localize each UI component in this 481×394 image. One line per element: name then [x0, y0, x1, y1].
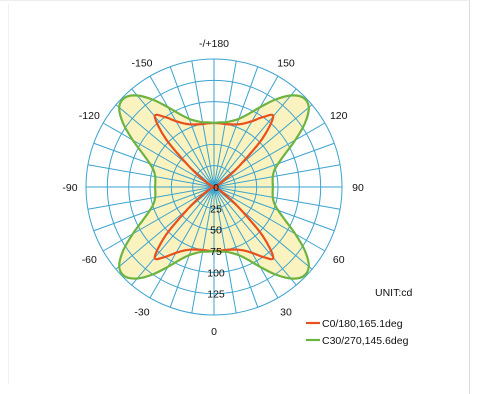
angle-label-9: 30 [280, 307, 292, 319]
grid-spoke-110 [213, 142, 335, 188]
grid-spoke-340 [169, 186, 215, 308]
grid-spoke-300 [102, 186, 215, 252]
grid-spoke-320 [131, 186, 215, 286]
unit-label: UNIT:cd [375, 287, 413, 299]
angle-label-8: -60 [82, 254, 97, 266]
radial-label-25: 25 [210, 203, 222, 215]
chart-frame [0, 0, 470, 394]
radial-label-75: 75 [210, 246, 222, 258]
grid-spoke-70 [213, 186, 335, 232]
grid-spoke-240 [102, 122, 215, 188]
legend-label-c0: C0/180,165.1deg [322, 318, 403, 330]
radial-label-50: 50 [210, 225, 222, 237]
grid-spoke-30 [213, 186, 279, 299]
angle-label-2: -150 [131, 57, 152, 69]
grid-spoke-280 [87, 186, 215, 210]
grid-spoke-230 [115, 104, 215, 188]
series-layer [118, 94, 310, 280]
grid-spoke-160 [213, 66, 259, 188]
grid-spoke-310 [115, 186, 215, 270]
grid-spoke-50 [213, 186, 313, 270]
grid-spoke-80 [213, 186, 341, 210]
radial-label-0: 0 [213, 182, 219, 194]
grid-spoke-40 [213, 186, 297, 286]
radial-label-100: 100 [207, 267, 225, 279]
grid-spoke-250 [93, 142, 215, 188]
grid-spoke-330 [149, 186, 215, 299]
grid-spoke-100 [213, 164, 341, 188]
grid-spoke-130 [213, 104, 313, 188]
angle-label-10: -30 [134, 307, 149, 319]
grid-spoke-260 [87, 164, 215, 188]
grid-spoke-220 [131, 88, 215, 188]
frame-divider [8, 4, 9, 384]
grid-spoke-60 [213, 186, 326, 252]
angle-label-3: 120 [330, 110, 348, 122]
grid-spoke-290 [93, 186, 215, 232]
legend-label-c30: C30/270,145.6deg [322, 335, 409, 347]
grid-spoke-20 [213, 186, 259, 308]
grid-spoke-150 [213, 75, 279, 188]
grid-spoke-200 [169, 66, 215, 188]
angle-label-1: 150 [277, 57, 295, 69]
grid-spoke-140 [213, 88, 297, 188]
angle-label-0: -/+180 [199, 38, 229, 50]
series-curve-1 [118, 94, 310, 280]
angle-label-4: -120 [79, 110, 100, 122]
angle-label-7: 60 [333, 254, 345, 266]
angle-label-11: 0 [211, 326, 217, 338]
grid-spoke-210 [149, 75, 215, 188]
angle-label-5: 90 [352, 182, 364, 194]
angle-label-6: -90 [62, 182, 77, 194]
radial-label-125: 125 [207, 289, 225, 301]
label-layer: -/+180 150 -150 120 -120 90 -90 60 -60 30 -30 0 0 25 5… [62, 38, 364, 338]
grid-spoke-120 [213, 122, 326, 188]
